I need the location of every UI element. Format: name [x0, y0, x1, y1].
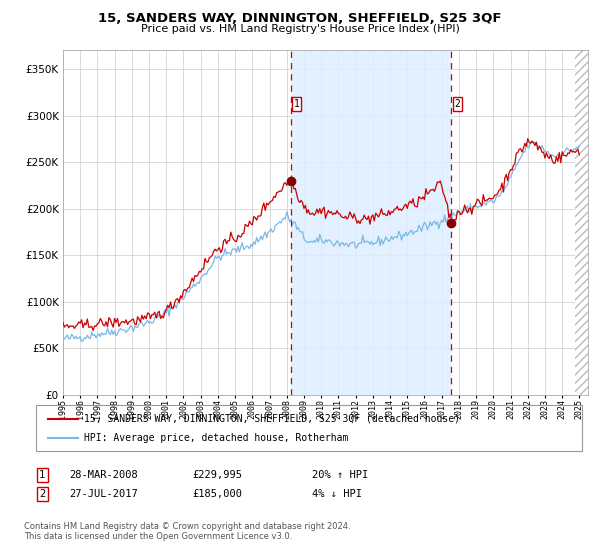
Text: £229,995: £229,995 [192, 470, 242, 480]
Text: Price paid vs. HM Land Registry's House Price Index (HPI): Price paid vs. HM Land Registry's House … [140, 24, 460, 34]
Text: 20% ↑ HPI: 20% ↑ HPI [312, 470, 368, 480]
Text: 27-JUL-2017: 27-JUL-2017 [69, 489, 138, 499]
Text: 1: 1 [294, 99, 300, 109]
Bar [291, 50, 451, 395]
Text: HPI: Average price, detached house, Rotherham: HPI: Average price, detached house, Roth… [84, 433, 349, 443]
Text: 2: 2 [39, 489, 45, 499]
Text: 2: 2 [454, 99, 460, 109]
Text: 28-MAR-2008: 28-MAR-2008 [69, 470, 138, 480]
Text: Contains HM Land Registry data © Crown copyright and database right 2024.
This d: Contains HM Land Registry data © Crown c… [24, 522, 350, 542]
Text: 15, SANDERS WAY, DINNINGTON, SHEFFIELD, S25 3QF: 15, SANDERS WAY, DINNINGTON, SHEFFIELD, … [98, 12, 502, 25]
Text: 1: 1 [39, 470, 45, 480]
Text: £185,000: £185,000 [192, 489, 242, 499]
Bar [575, 50, 588, 395]
Text: 15, SANDERS WAY, DINNINGTON, SHEFFIELD, S25 3QF (detached house): 15, SANDERS WAY, DINNINGTON, SHEFFIELD, … [84, 414, 460, 424]
Text: 4% ↓ HPI: 4% ↓ HPI [312, 489, 362, 499]
